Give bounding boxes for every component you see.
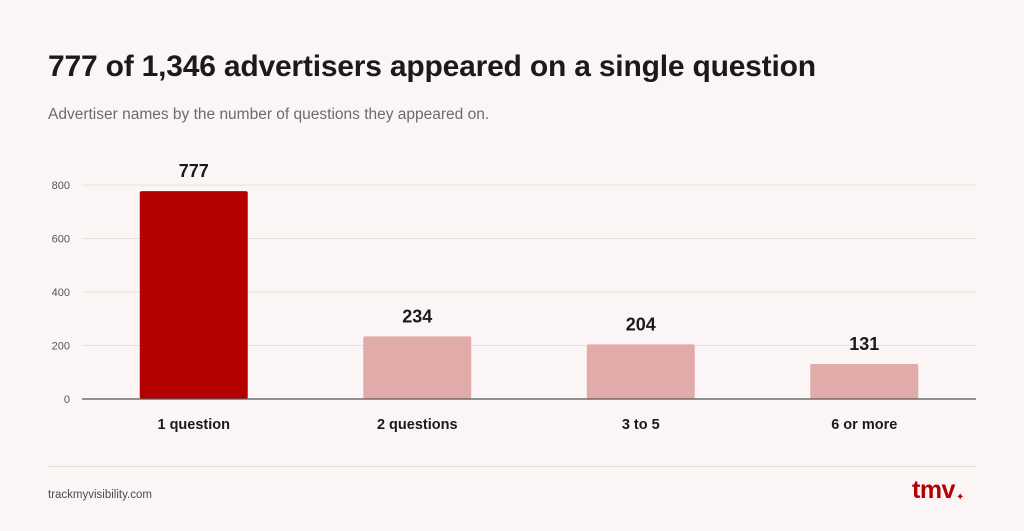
bar <box>810 363 919 399</box>
bar-value-label: 777 <box>179 161 209 181</box>
x-tick-label: 6 or more <box>831 417 897 433</box>
logo-star-icon: ✦ <box>955 492 964 503</box>
brand-logo: tmv✦ <box>912 476 964 505</box>
x-tick-label: 3 to 5 <box>622 417 660 433</box>
y-tick-label: 200 <box>52 341 70 353</box>
source-link[interactable]: trackmyvisibility.com <box>48 489 152 501</box>
y-tick-label: 800 <box>52 180 70 192</box>
footer-divider <box>48 466 976 467</box>
logo-text: tmv <box>912 476 955 504</box>
bar <box>363 336 472 399</box>
bar-value-label: 234 <box>402 306 432 326</box>
y-tick-label: 400 <box>52 287 70 299</box>
bar-value-label: 131 <box>849 334 879 354</box>
chart-title: 777 of 1,346 advertisers appeared on a s… <box>48 50 816 83</box>
y-tick-label: 0 <box>64 394 70 406</box>
bar-value-label: 204 <box>626 314 656 334</box>
x-tick-label: 2 questions <box>377 417 458 433</box>
chart-subtitle: Advertiser names by the number of questi… <box>48 106 490 123</box>
y-tick-label: 600 <box>52 234 70 246</box>
x-tick-label: 1 question <box>157 417 230 433</box>
bar <box>139 191 248 399</box>
bar-chart: 0 200 400 600 800 777 1 question 234 2 questions… <box>52 161 976 433</box>
bar <box>586 344 695 399</box>
